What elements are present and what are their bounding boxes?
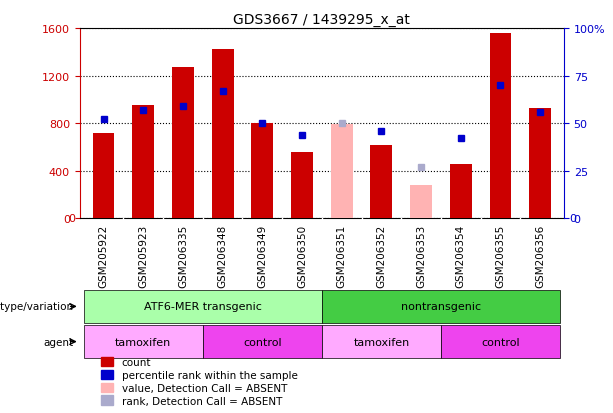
Text: nontransgenic: nontransgenic: [401, 301, 481, 312]
Text: GSM206351: GSM206351: [337, 225, 347, 287]
Text: GSM206348: GSM206348: [218, 225, 227, 287]
Text: ATF6-MER transgenic: ATF6-MER transgenic: [144, 301, 262, 312]
Legend: count, percentile rank within the sample, value, Detection Call = ABSENT, rank, : count, percentile rank within the sample…: [99, 355, 300, 408]
Bar: [441, 325, 560, 358]
Bar: [529, 109, 551, 219]
Bar: [450, 164, 471, 219]
Text: GSM206335: GSM206335: [178, 225, 188, 287]
Text: genotype/variation: genotype/variation: [0, 301, 74, 312]
Bar: [370, 145, 392, 219]
Bar: [291, 152, 313, 219]
Bar: [251, 124, 273, 219]
Text: 0: 0: [569, 214, 576, 224]
Text: GSM205922: GSM205922: [99, 225, 109, 287]
Text: tamoxifen: tamoxifen: [115, 337, 171, 347]
Bar: [203, 325, 322, 358]
Bar: [93, 133, 115, 219]
Text: tamoxifen: tamoxifen: [353, 337, 409, 347]
Text: 0: 0: [68, 214, 75, 224]
Text: agent: agent: [44, 337, 74, 347]
Text: GSM205923: GSM205923: [138, 225, 148, 287]
Bar: [322, 325, 441, 358]
Bar: [322, 290, 560, 323]
Bar: [172, 68, 194, 219]
Text: GSM206353: GSM206353: [416, 225, 426, 287]
Text: GSM206356: GSM206356: [535, 225, 545, 287]
Text: GSM206349: GSM206349: [257, 225, 267, 287]
Bar: [83, 325, 203, 358]
Text: control: control: [481, 337, 520, 347]
Bar: [132, 106, 154, 219]
Bar: [83, 290, 322, 323]
Title: GDS3667 / 1439295_x_at: GDS3667 / 1439295_x_at: [234, 12, 410, 26]
Text: GSM206354: GSM206354: [455, 225, 466, 287]
Bar: [211, 50, 234, 219]
Bar: [410, 186, 432, 219]
Bar: [490, 33, 511, 219]
Bar: [331, 125, 352, 219]
Text: GSM206350: GSM206350: [297, 225, 307, 287]
Text: GSM206352: GSM206352: [376, 225, 386, 287]
Text: control: control: [243, 337, 281, 347]
Text: GSM206355: GSM206355: [495, 225, 506, 287]
